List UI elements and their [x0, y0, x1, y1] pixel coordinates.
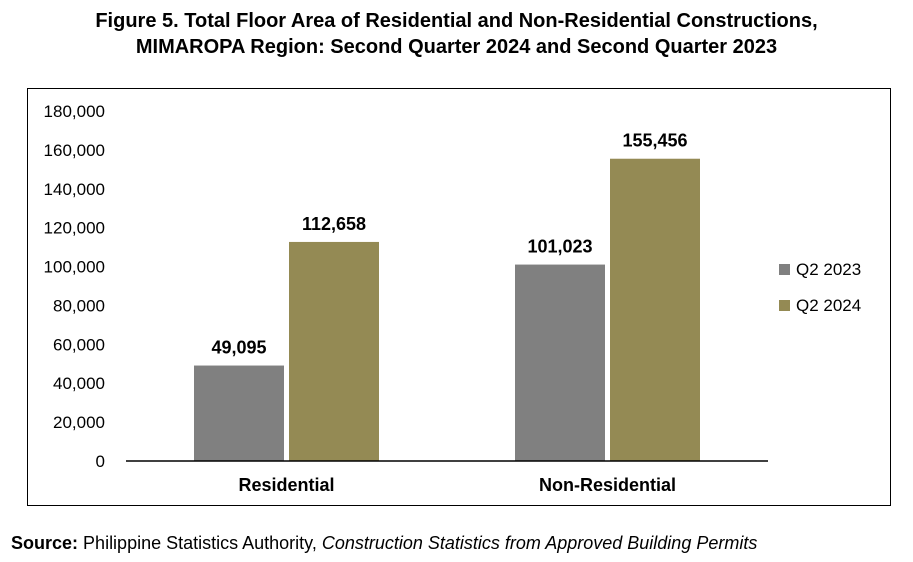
y-tick-label: 20,000: [53, 413, 105, 432]
y-tick-label: 100,000: [44, 258, 105, 277]
source-note: Source: Philippine Statistics Authority,…: [11, 533, 757, 554]
legend-swatch: [779, 264, 790, 275]
data-label: 101,023: [527, 237, 592, 257]
legend: Q2 2023 Q2 2024: [779, 260, 861, 315]
chart-frame: [27, 88, 891, 506]
legend-label: Q2 2024: [796, 296, 861, 315]
source-agency: Philippine Statistics Authority,: [83, 533, 322, 553]
legend-swatch: [779, 300, 790, 311]
y-tick-label: 40,000: [53, 374, 105, 393]
chart-title: Figure 5. Total Floor Area of Residentia…: [0, 8, 913, 60]
y-tick-label: 120,000: [44, 219, 105, 238]
bar: [610, 158, 700, 462]
y-tick-label: 60,000: [53, 335, 105, 354]
y-tick-label: 80,000: [53, 296, 105, 315]
y-tick-label: 160,000: [44, 141, 105, 160]
data-label: 112,658: [302, 214, 366, 234]
chart-title-line1: Figure 5. Total Floor Area of Residentia…: [95, 10, 818, 32]
data-label: 155,456: [622, 131, 687, 151]
chart-title-line2: MIMAROPA Region: Second Quarter 2024 and…: [135, 36, 778, 58]
x-axis: Residential Non-Residential: [126, 460, 768, 495]
source-label: Source:: [11, 533, 79, 553]
x-tick-label: Non-Residential: [539, 475, 676, 495]
y-axis: 0 20,000 40,000 60,000 80,000 100,000 120,000 1…: [44, 102, 105, 471]
y-tick-label: 0: [96, 452, 105, 471]
bar: [194, 365, 284, 461]
y-tick-label: 140,000: [44, 180, 105, 199]
bar: [289, 241, 379, 461]
y-tick-label: 180,000: [44, 102, 105, 121]
x-tick-label: Residential: [238, 475, 334, 495]
data-label: 49,095: [211, 338, 266, 358]
legend-label: Q2 2023: [796, 260, 861, 279]
source-publication: Construction Statistics from Approved Bu…: [321, 533, 758, 553]
bars: 49,095 112,658 101,023 155,456: [194, 131, 700, 462]
bar: [515, 264, 605, 461]
